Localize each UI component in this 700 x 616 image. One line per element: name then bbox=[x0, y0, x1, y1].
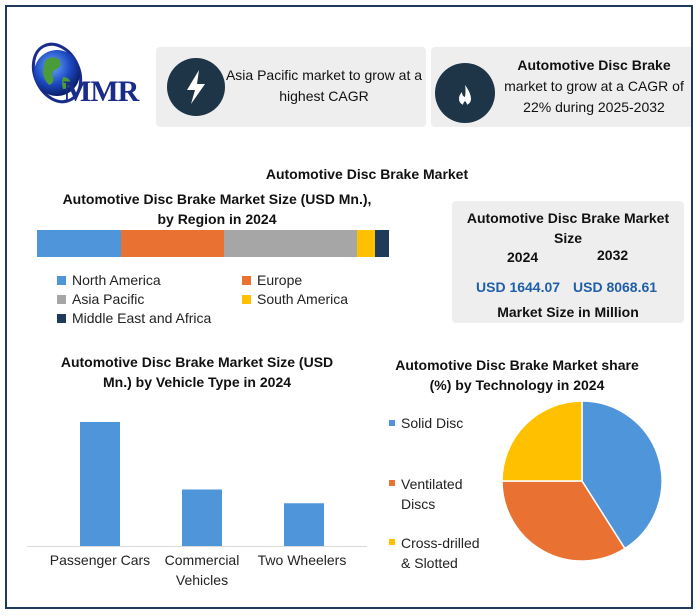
legend-label: Europe bbox=[257, 272, 303, 288]
legend-north-america: North America bbox=[57, 272, 161, 288]
market-size-title: Automotive Disc Brake Market Size bbox=[466, 210, 670, 246]
region-title-line2: by Region in 2024 bbox=[157, 211, 277, 227]
tech-title-line2: (%) by Technology in 2024 bbox=[429, 377, 605, 393]
legend-middle-east-africa: Middle East and Africa bbox=[57, 310, 211, 326]
stacked-segment-north-america bbox=[37, 230, 122, 257]
market-size-card: Automotive Disc Brake Market Size 2024 2… bbox=[452, 201, 684, 323]
pie-slice-cross-drilled-slotted bbox=[501, 400, 583, 482]
logo-text: MMR bbox=[63, 75, 139, 108]
card-asia-text: Asia Pacific market to grow at a highest… bbox=[225, 67, 423, 104]
card-cagr-body: market to grow at a CAGR of 22% during 2… bbox=[504, 78, 684, 115]
vehicle-title-line1: Automotive Disc Brake Market Size (USD bbox=[60, 354, 334, 370]
globe-icon bbox=[31, 42, 83, 104]
year-2032: 2032 bbox=[597, 247, 629, 263]
region-chart-title: Automotive Disc Brake Market Size (USD M… bbox=[37, 189, 397, 229]
highlight-card-asia: Asia Pacific market to grow at a highest… bbox=[156, 47, 426, 127]
legend-label: Solid Disc bbox=[401, 415, 464, 431]
pie-slice-ventilated-discs bbox=[501, 480, 626, 562]
legend-swatch bbox=[389, 480, 395, 486]
card-cagr-text: Automotive Disc Brake market to grow at … bbox=[497, 55, 691, 118]
bar-commercial-vehicles bbox=[182, 489, 222, 547]
legend-cross-drilled: Cross-drilled & Slotted bbox=[389, 533, 491, 573]
legend-ventilated-discs: Ventilated Discs bbox=[389, 474, 481, 514]
stacked-segment-south-america bbox=[357, 230, 375, 257]
lightning-icon bbox=[167, 58, 225, 116]
legend-label: Asia Pacific bbox=[72, 291, 145, 307]
x-tick-label: Commercial Vehicles bbox=[164, 552, 240, 588]
legend-swatch bbox=[389, 539, 395, 545]
value-2024: USD 1644.07 bbox=[476, 279, 561, 295]
stacked-segment-asia-pacific bbox=[223, 230, 358, 257]
mmr-logo: MMR bbox=[27, 37, 167, 117]
infographic-frame: MMR Asia Pacific market to grow at a hig… bbox=[5, 5, 693, 609]
stacked-segment-europe bbox=[121, 230, 224, 257]
legend-solid-disc: Solid Disc bbox=[389, 415, 463, 431]
legend-label: North America bbox=[72, 272, 161, 288]
legend-europe: Europe bbox=[242, 272, 302, 288]
x-tick-label: Passenger Cars bbox=[49, 552, 151, 568]
bar-passenger-cars bbox=[80, 422, 120, 547]
vehicle-title-line2: Mn.) by Vehicle Type in 2024 bbox=[102, 374, 292, 390]
main-title: Automotive Disc Brake Market bbox=[265, 166, 469, 182]
legend-swatch bbox=[57, 313, 66, 323]
value-2032: USD 8068.61 bbox=[573, 279, 658, 295]
legend-swatch bbox=[389, 420, 395, 426]
legend-swatch bbox=[242, 275, 251, 285]
tech-chart-title: Automotive Disc Brake Market share (%) b… bbox=[387, 355, 647, 395]
market-size-footer: Market Size in Million bbox=[497, 304, 639, 320]
legend-label: Cross-drilled & Slotted bbox=[401, 535, 480, 571]
year-2024: 2024 bbox=[507, 249, 539, 265]
flame-icon bbox=[435, 63, 495, 123]
x-tick-label: Two Wheelers bbox=[257, 552, 347, 568]
vehicle-chart-title: Automotive Disc Brake Market Size (USD M… bbox=[42, 352, 352, 392]
legend-swatch bbox=[57, 294, 66, 304]
legend-label: South America bbox=[257, 291, 349, 307]
bar-two-wheelers bbox=[284, 503, 324, 547]
stacked-segment-middle-east-and-africa bbox=[374, 230, 389, 257]
tech-title-line1: Automotive Disc Brake Market share bbox=[395, 357, 639, 373]
region-stacked-bar bbox=[37, 230, 389, 257]
legend-asia-pacific: Asia Pacific bbox=[57, 291, 144, 307]
technology-pie-chart bbox=[501, 400, 663, 562]
vehicle-bar-chart bbox=[27, 422, 367, 547]
legend-label: Ventilated Discs bbox=[401, 476, 463, 512]
card-cagr-title: Automotive Disc Brake bbox=[517, 57, 671, 73]
highlight-card-cagr: Automotive Disc Brake market to grow at … bbox=[431, 47, 691, 127]
legend-label: Middle East and Africa bbox=[72, 310, 212, 326]
legend-south-america: South America bbox=[242, 291, 348, 307]
legend-swatch bbox=[242, 294, 251, 304]
region-title-line1: Automotive Disc Brake Market Size (USD M… bbox=[62, 191, 372, 207]
legend-swatch bbox=[57, 275, 66, 285]
